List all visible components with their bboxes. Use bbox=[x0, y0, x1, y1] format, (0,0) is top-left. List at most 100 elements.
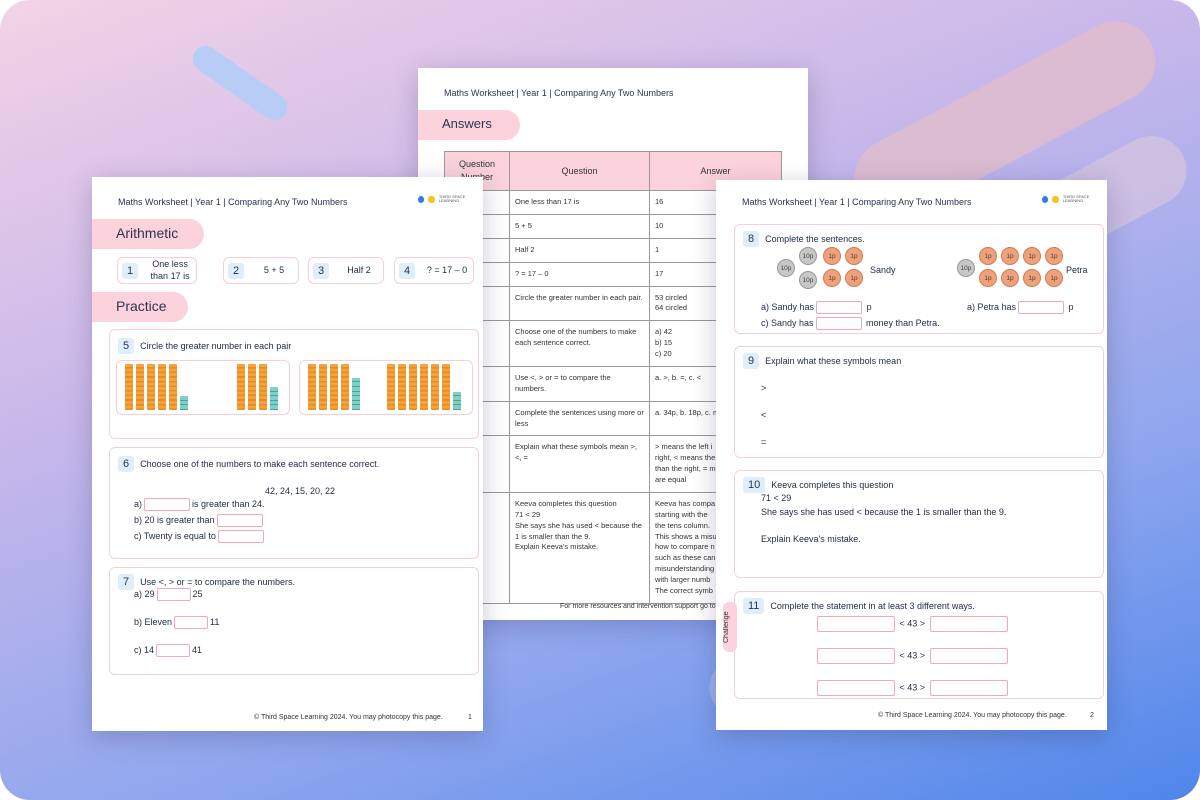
tens-rod bbox=[158, 364, 166, 410]
ones-cube bbox=[180, 396, 188, 401]
tens-rod bbox=[319, 364, 327, 410]
cell-question: Explain what these symbols mean >, <, = bbox=[509, 435, 650, 493]
ones-stack bbox=[270, 387, 278, 410]
tens-rod bbox=[442, 364, 450, 410]
table-row: One less than 17 is 16 bbox=[444, 190, 782, 215]
question-text: ? = 17 – 0 bbox=[426, 264, 468, 275]
question-text: Explain what these symbols mean bbox=[765, 356, 902, 366]
logo: THIRD SPACE LEARNING bbox=[418, 194, 483, 204]
arithmetic-question-2: 2 5 + 5 bbox=[223, 257, 299, 284]
sandy-coin: 1p bbox=[845, 247, 863, 265]
base-ten-blocks[interactable] bbox=[237, 364, 281, 410]
tens-rod bbox=[409, 364, 417, 410]
arithmetic-question-1: 1 One less than 17 is bbox=[117, 257, 197, 284]
cell-question: 5 + 5 bbox=[509, 213, 650, 239]
col-header: Question bbox=[509, 150, 650, 192]
symbol: = bbox=[761, 437, 767, 447]
question-text: Complete the sentences. bbox=[765, 234, 865, 244]
tens-rod bbox=[169, 364, 177, 410]
petra-coin: 1p bbox=[979, 247, 997, 265]
ones-cube bbox=[453, 400, 461, 406]
answer-box[interactable] bbox=[156, 644, 191, 657]
number-options: 42, 24, 15, 20, 22 bbox=[265, 486, 336, 496]
text-line: Explain Keeva's mistake. bbox=[761, 534, 861, 544]
label: c) Twenty is equal to bbox=[134, 530, 216, 541]
label: c) 14 bbox=[134, 644, 155, 655]
answer-box[interactable] bbox=[156, 588, 191, 601]
cell-question: Keeva completes this question 71 < 29 Sh… bbox=[509, 491, 650, 604]
tens-rod bbox=[136, 364, 144, 410]
footer: © Third Space Learning 2024. You may pho… bbox=[254, 714, 443, 721]
ones-cube bbox=[180, 405, 188, 410]
table-header: Question NumberQuestionAnswer bbox=[444, 150, 782, 192]
question-number: 11 bbox=[743, 598, 765, 614]
answer-box[interactable] bbox=[817, 680, 895, 696]
ones-cube bbox=[453, 396, 461, 401]
question-text: Half 2 bbox=[347, 264, 371, 275]
text-line: 71 < 29 bbox=[761, 493, 792, 503]
question-text: Circle the greater number in each pair bbox=[140, 341, 292, 351]
statement-middle: < 43 > bbox=[899, 618, 926, 629]
tens-rod bbox=[398, 364, 406, 410]
ones-cube bbox=[270, 387, 278, 392]
answer-box[interactable] bbox=[817, 616, 895, 632]
base-ten-blocks[interactable] bbox=[308, 364, 363, 410]
answer-box[interactable] bbox=[216, 514, 263, 527]
tens-rod bbox=[237, 364, 245, 410]
question-11: Challenge 11 Complete the statement in at… bbox=[723, 591, 1104, 699]
number-pair[interactable] bbox=[299, 360, 473, 415]
cell-question: One less than 17 is bbox=[509, 190, 650, 215]
page-number: 1 bbox=[468, 714, 472, 721]
question-text: One less than 17 is bbox=[150, 258, 190, 281]
cell-question: Circle the greater number in each pair. bbox=[509, 285, 650, 322]
ones-cube bbox=[453, 391, 461, 397]
sandy-coin: 10p bbox=[799, 247, 817, 265]
sandy-coin: 1p bbox=[823, 247, 841, 265]
answer-box[interactable] bbox=[929, 616, 1008, 632]
tens-rod bbox=[308, 364, 316, 410]
number-pair[interactable] bbox=[116, 360, 290, 415]
question-5: 5 Circle the greater number in each pair bbox=[109, 329, 479, 439]
ones-cube bbox=[270, 400, 278, 406]
question-text: Use <, > or = to compare the numbers. bbox=[140, 577, 295, 587]
base-ten-blocks[interactable] bbox=[125, 364, 191, 410]
label: money than Petra. bbox=[866, 317, 940, 328]
ones-cube bbox=[180, 400, 188, 406]
ones-stack bbox=[180, 396, 188, 410]
cell-question: Half 2 bbox=[509, 237, 650, 263]
decor-pill bbox=[187, 40, 293, 126]
answer-box[interactable] bbox=[815, 317, 862, 330]
label: a) Sandy has bbox=[761, 301, 815, 312]
answer-box[interactable] bbox=[816, 301, 863, 314]
ones-cube bbox=[352, 391, 360, 397]
answers-title: Answers bbox=[418, 110, 520, 140]
label: a) Petra has bbox=[967, 301, 1017, 312]
ones-cube bbox=[352, 387, 360, 392]
answer-box[interactable] bbox=[217, 530, 264, 543]
cell-question: Use <, > or = to compare the numbers. bbox=[509, 365, 650, 402]
ones-cube bbox=[453, 405, 461, 410]
tens-rod bbox=[387, 364, 395, 410]
answer-box[interactable] bbox=[929, 648, 1008, 664]
question-text: Keeva completes this question bbox=[771, 480, 894, 490]
base-ten-blocks[interactable] bbox=[387, 364, 464, 410]
worksheet-page-2: Maths Worksheet | Year 1 | Comparing Any… bbox=[716, 180, 1107, 730]
question-8: 8 Complete the sentences. 10p 10p 10p 1p 1p 1p… bbox=[734, 224, 1104, 334]
logo-text: THIRD SPACE LEARNING bbox=[1062, 194, 1090, 204]
answer-box[interactable] bbox=[817, 648, 895, 664]
cell-question: Choose one of the numbers to make each s… bbox=[509, 320, 650, 367]
statement-row: < 43 > bbox=[815, 616, 1010, 632]
text-line: She says she has used < because the 1 is… bbox=[761, 507, 1007, 517]
answer-box[interactable] bbox=[1018, 301, 1065, 314]
label: p bbox=[1068, 301, 1074, 312]
label: 41 bbox=[192, 644, 203, 655]
answer-box[interactable] bbox=[144, 498, 191, 511]
answer-box[interactable] bbox=[174, 616, 209, 629]
petra-coin: 1p bbox=[1001, 269, 1019, 287]
petra-coin: 1p bbox=[1045, 269, 1063, 287]
challenge-tag: Challenge bbox=[723, 602, 737, 652]
answer-box[interactable] bbox=[929, 680, 1008, 696]
sheet-header: Maths Worksheet | Year 1 | Comparing Any… bbox=[444, 88, 674, 98]
petra-coin: 1p bbox=[1023, 269, 1041, 287]
label: p bbox=[866, 301, 872, 312]
